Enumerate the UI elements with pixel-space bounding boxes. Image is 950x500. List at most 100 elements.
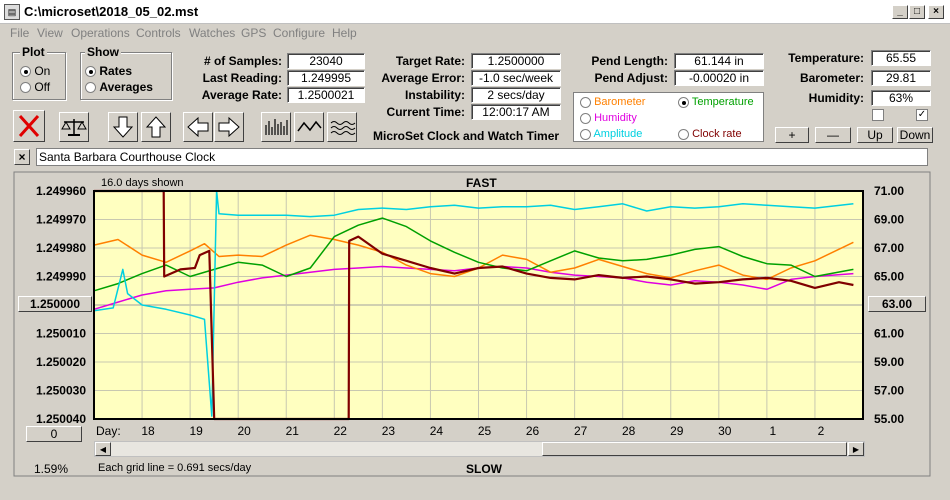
menu-help[interactable]: Help (332, 26, 357, 40)
show-group-title: Show (85, 45, 121, 59)
legend-amplitude-label: Amplitude (593, 128, 643, 140)
menu-operations[interactable]: Operations (71, 26, 130, 40)
window-title: C:\microset\2018_05_02.mst (24, 4, 199, 19)
bar-graph-icon (265, 119, 288, 135)
scroll-right-icon[interactable]: ▶ (848, 442, 864, 456)
arrow-right-icon (218, 116, 240, 138)
target-rate-value[interactable]: 1.2500000 (471, 53, 561, 69)
legend-clock-rate[interactable]: Clock rate (678, 128, 742, 140)
legend-humidity[interactable]: Humidity (580, 112, 637, 124)
minimize-button[interactable]: _ (892, 5, 908, 19)
right-tick-label: 69.00 (874, 213, 904, 227)
barometer-radio[interactable] (580, 96, 591, 108)
plus-button[interactable]: + (775, 127, 809, 143)
radio-averages-indicator[interactable] (85, 82, 96, 94)
right-tick-label: 57.00 (874, 384, 904, 398)
series-select-box: Barometer Temperature Humidity Amplitude… (573, 92, 764, 142)
x-tick-label: 30 (718, 424, 732, 438)
amplitude-radio[interactable] (580, 128, 591, 140)
minus-button[interactable]: — (815, 127, 851, 143)
description-input[interactable]: Santa Barbara Courthouse Clock (36, 148, 928, 166)
legend-barometer-label: Barometer (594, 96, 646, 108)
radio-on-indicator[interactable] (20, 66, 31, 78)
barometer-label: Barometer: (799, 71, 864, 85)
up-button[interactable]: Up (857, 127, 893, 143)
legend-temperature[interactable]: Temperature (678, 96, 754, 108)
menu-file[interactable]: File (10, 26, 30, 40)
radio-rates-indicator[interactable] (85, 66, 96, 78)
scroll-left-icon[interactable]: ◀ (95, 442, 111, 456)
menu-gps[interactable]: GPS (241, 26, 267, 40)
x-tick-label: 28 (622, 424, 636, 438)
slow-label: SLOW (466, 462, 502, 476)
plot-off-radio[interactable]: Off (20, 80, 50, 94)
right-center-button[interactable]: 63.00 (868, 296, 926, 312)
x-tick-label: 21 (286, 424, 300, 438)
x-tick-label: 26 (526, 424, 540, 438)
series-barometer-line (93, 234, 854, 281)
arrow-down-button[interactable] (108, 112, 138, 142)
plot-off-label: Off (34, 80, 51, 94)
checkbox-right[interactable]: ✓ (916, 109, 928, 121)
plot-group-title: Plot (20, 45, 47, 59)
series-clock-rate-line (94, 189, 854, 421)
average-error-value: -1.0 sec/week (471, 70, 561, 86)
temperature-radio[interactable] (678, 96, 689, 108)
bar-graph-button[interactable] (261, 112, 291, 142)
arrow-up-icon (145, 116, 167, 138)
maximize-button[interactable]: □ (909, 5, 925, 19)
line-graph-button[interactable] (294, 112, 324, 142)
average-rate-value: 1.2500021 (287, 87, 365, 103)
x-axis: 18 19 20 21 22 23 24 25 26 27 28 29 30 1 2 (141, 424, 824, 438)
target-rate-label: Target Rate: (395, 54, 465, 68)
rate-chart: 1.249960 1.249970 1.249980 1.249990 1.250010… (13, 171, 931, 477)
down-button[interactable]: Down (897, 127, 933, 143)
menu-configure[interactable]: Configure (273, 26, 326, 40)
x-tick-label: 27 (574, 424, 588, 438)
left-tick-label: 1.249970 (36, 213, 86, 227)
arrow-left-button[interactable] (183, 112, 213, 142)
x-tick-label: 29 (670, 424, 684, 438)
legend-barometer[interactable]: Barometer (580, 96, 645, 108)
menu-controls[interactable]: Controls (136, 26, 181, 40)
humidity-radio[interactable] (580, 112, 591, 124)
left-center-button[interactable]: 1.250000 (18, 296, 92, 312)
line-graph-icon (297, 120, 322, 132)
arrow-right-button[interactable] (214, 112, 244, 142)
menu-watches[interactable]: Watches (189, 26, 236, 40)
x-tick-label: 2 (818, 424, 825, 438)
current-time-label: Current Time: (386, 105, 465, 119)
temperature-value: 65.55 (871, 50, 931, 66)
show-rates-radio[interactable]: Rates (85, 64, 132, 78)
close-window-button[interactable]: × (928, 5, 944, 19)
arrow-up-button[interactable] (141, 112, 171, 142)
right-tick-label: 59.00 (874, 355, 904, 369)
clear-description-button[interactable]: × (14, 149, 30, 165)
plot-on-radio[interactable]: On (20, 64, 50, 78)
arrow-left-icon (187, 116, 209, 138)
clock-rate-radio[interactable] (678, 128, 689, 140)
stop-button[interactable] (13, 110, 45, 142)
instability-value: 2 secs/day (471, 87, 561, 103)
scroll-thumb[interactable] (542, 442, 847, 456)
horizontal-scrollbar[interactable]: ◀ ▶ (94, 441, 865, 457)
plot-on-label: On (34, 64, 51, 78)
num-samples-label: # of Samples: (203, 54, 282, 68)
x-tick-label: 1 (770, 424, 777, 438)
radio-off-indicator[interactable] (20, 82, 31, 94)
pend-adjust-label: Pend Adjust: (594, 71, 668, 85)
left-axis: 1.249960 1.249970 1.249980 1.249990 1.250010… (36, 184, 86, 426)
fast-label: FAST (466, 176, 497, 190)
checkbox-left[interactable] (872, 109, 884, 121)
right-tick-label: 61.00 (874, 327, 904, 341)
day-label: Day: (96, 424, 121, 438)
right-tick-label: 67.00 (874, 241, 904, 255)
wave-graph-button[interactable] (327, 112, 357, 142)
last-reading-label: Last Reading: (202, 71, 282, 85)
pend-length-value[interactable]: 61.144 in (674, 53, 764, 69)
menu-view[interactable]: View (37, 26, 63, 40)
show-averages-radio[interactable]: Averages (85, 80, 153, 94)
legend-amplitude[interactable]: Amplitude (580, 128, 642, 140)
zero-button[interactable]: 0 (26, 426, 82, 442)
balance-button[interactable] (59, 112, 89, 142)
